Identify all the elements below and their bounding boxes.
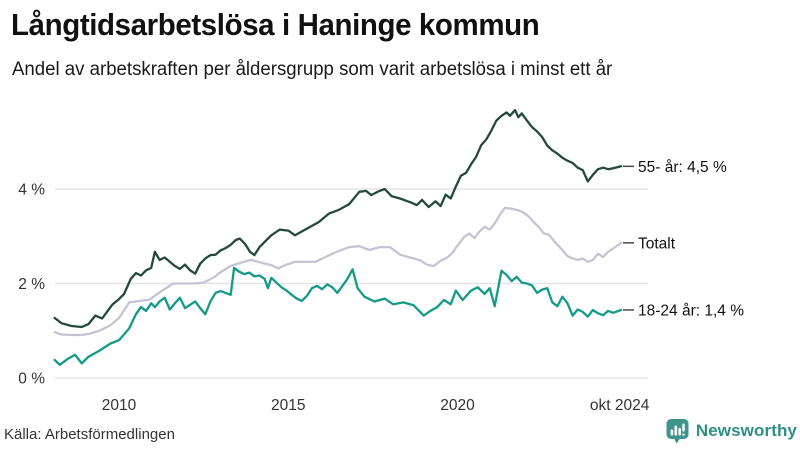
series-line-55-r xyxy=(53,108,623,329)
x-tick-label: okt 2024 xyxy=(590,397,650,414)
page-title: Långtidsarbetslösa i Haninge kommun xyxy=(11,7,540,42)
y-tick-label: 0 % xyxy=(18,371,45,388)
series-end-label-55-r: 55- år: 4,5 % xyxy=(638,159,727,176)
newsworthy-wordmark: Newsworthy xyxy=(695,421,797,440)
y-tick-label: 4 % xyxy=(18,182,45,199)
series-line-18-24-r xyxy=(53,266,623,366)
series-end-label-totalt: Totalt xyxy=(638,235,676,252)
y-tick-label: 2 % xyxy=(18,276,45,293)
page-subtitle: Andel av arbetskraften per åldersgrupp s… xyxy=(12,59,613,80)
x-tick-label: 2010 xyxy=(102,397,137,414)
x-tick-label: 2020 xyxy=(440,397,475,414)
x-tick-label: 2015 xyxy=(271,397,305,414)
series-end-label-18-24-r: 18-24 år: 1,4 % xyxy=(638,302,744,319)
series-line-totalt xyxy=(53,206,623,337)
newsworthy-bubble-chart-icon xyxy=(666,419,689,444)
source-note: Källa: Arbetsförmedlingen xyxy=(4,426,175,443)
newsworthy-logo[interactable]: Newsworthy xyxy=(666,418,797,444)
